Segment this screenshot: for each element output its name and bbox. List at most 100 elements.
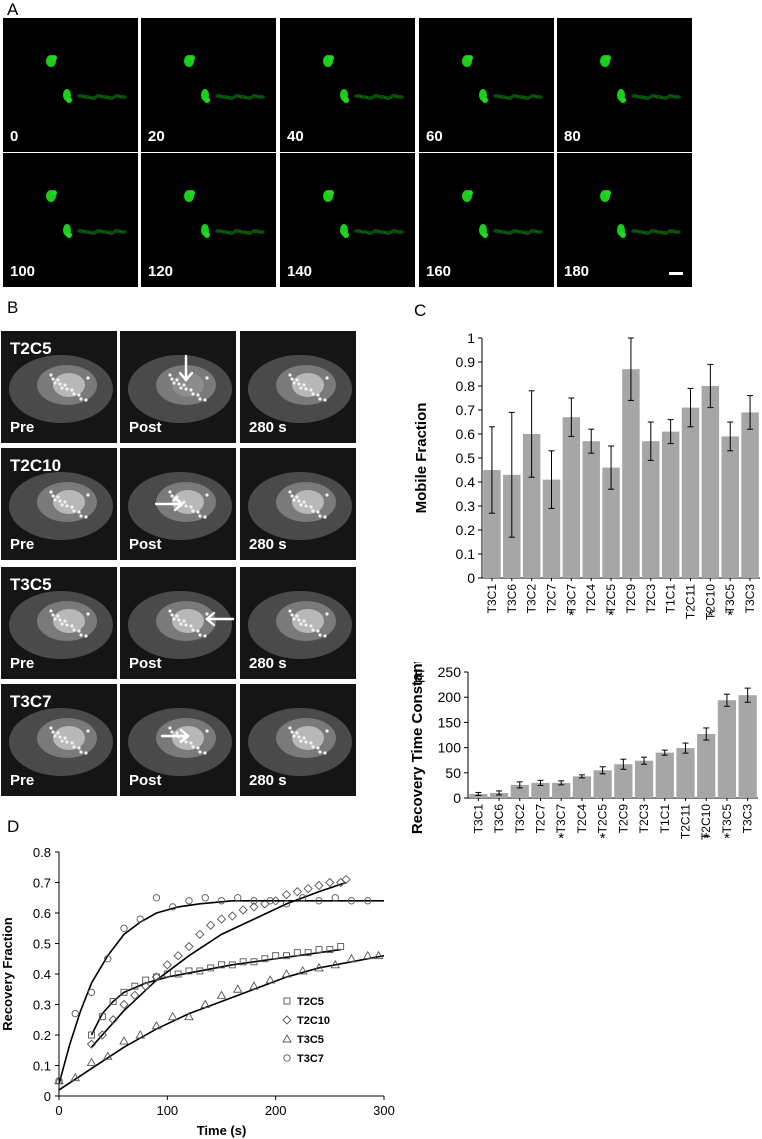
fluorescent-spot: [493, 94, 501, 98]
puncta: [318, 397, 322, 401]
puncta: [205, 729, 209, 733]
y-tick-label: 50: [445, 765, 461, 781]
fluorescent-spot: [366, 96, 374, 100]
fluorescent-spot: [372, 229, 380, 233]
fluorescent-spot: [493, 229, 501, 233]
cell-image: [46, 55, 127, 103]
fluorescent-spot: [360, 95, 368, 99]
puncta: [63, 500, 67, 504]
bright-region: [292, 490, 324, 514]
data-point-diamond: [325, 877, 335, 888]
fluorescent-spot: [366, 231, 374, 235]
significance-star: *: [707, 607, 713, 624]
puncta: [72, 509, 76, 513]
puncta: [86, 729, 90, 733]
fluorescent-spot: [372, 94, 380, 98]
data-point-square: [337, 943, 345, 951]
timepoint-label: Post: [129, 419, 162, 436]
data-point-diamond: [151, 972, 162, 982]
error-bar: [723, 693, 730, 707]
x-tick-label: T1C1: [658, 804, 672, 834]
data-point-square: [250, 958, 258, 966]
puncta: [79, 514, 83, 518]
fluorescent-spot: [113, 229, 121, 233]
puncta: [179, 622, 183, 626]
cell-image: [9, 708, 113, 776]
legend-label: T2C10: [297, 1015, 330, 1027]
bright-region: [172, 373, 204, 397]
x-tick-label: 0: [55, 1103, 62, 1118]
fluorescent-spot: [328, 190, 334, 196]
cell-image: [184, 55, 265, 103]
puncta: [203, 634, 207, 638]
puncta: [203, 751, 207, 755]
puncta: [77, 393, 81, 397]
significance-star: *: [600, 830, 606, 847]
y-tick-label: 150: [438, 714, 462, 730]
x-tick-label: 200: [265, 1103, 287, 1118]
data-point-triangle: [151, 1020, 162, 1030]
fluorescent-spot: [328, 55, 334, 61]
data-point-circle: [315, 897, 323, 905]
y-tick-label: 200: [438, 689, 462, 705]
fluorescent-spot: [204, 97, 210, 103]
data-point-circle: [266, 897, 274, 905]
puncta: [70, 388, 74, 392]
fluorescent-spot: [523, 231, 531, 235]
puncta: [325, 612, 329, 616]
fluorescent-spot: [637, 230, 645, 234]
puncta: [309, 741, 313, 745]
data-point-triangle: [102, 1051, 113, 1060]
fluorescent-spot: [511, 229, 519, 233]
puncta: [65, 504, 69, 508]
data-point-diamond: [216, 914, 227, 924]
puncta: [79, 750, 83, 754]
puncta: [309, 505, 313, 509]
puncta: [172, 617, 176, 621]
puncta: [299, 739, 303, 743]
fluorescent-spot: [482, 232, 488, 238]
fluorescent-spot: [505, 96, 513, 100]
fluorescent-spot: [378, 230, 386, 234]
cell-image: [128, 472, 232, 540]
puncta: [77, 510, 81, 514]
y-tick-label: 0.2: [33, 1028, 51, 1043]
cell-image: [462, 55, 543, 103]
y-axis-label: Recovery Fraction: [0, 917, 15, 1030]
puncta: [189, 388, 193, 392]
fluorescent-spot: [523, 96, 531, 100]
significance-star: *: [558, 830, 564, 847]
error-bar: [661, 749, 668, 756]
bar: [717, 700, 737, 798]
data-point-circle: [364, 897, 372, 905]
data-point-triangle: [119, 1036, 129, 1045]
puncta: [323, 515, 327, 519]
timepoint-label: 280 s: [249, 655, 287, 672]
puncta: [191, 392, 195, 396]
fluorescent-spot: [505, 231, 513, 235]
data-point-diamond: [130, 990, 140, 1000]
fluorescent-spot: [637, 95, 645, 99]
cell-image: [128, 708, 232, 776]
fluorescent-spot: [189, 55, 195, 61]
x-tick-label: T3C1: [485, 584, 499, 614]
timepoint-label: Pre: [10, 536, 35, 553]
puncta: [56, 495, 60, 499]
data-point-circle: [120, 924, 128, 932]
puncta: [290, 613, 294, 617]
puncta: [318, 750, 322, 754]
cell-image: [184, 190, 265, 238]
puncta: [56, 378, 60, 382]
bright-region: [53, 609, 85, 633]
fluorescent-spot: [354, 94, 362, 98]
fluorescent-spot: [77, 229, 85, 233]
fluorescent-spot: [535, 95, 543, 99]
x-tick-label: T3C5: [720, 804, 734, 834]
puncta: [311, 745, 315, 749]
panel-b-letter: B: [7, 298, 19, 317]
bar: [676, 748, 695, 798]
error-bar: [608, 445, 615, 490]
legend: T2C5 T2C10 T3C5 T3C7: [282, 996, 330, 1065]
data-point-triangle: [330, 959, 341, 969]
cell-image: [600, 55, 681, 103]
